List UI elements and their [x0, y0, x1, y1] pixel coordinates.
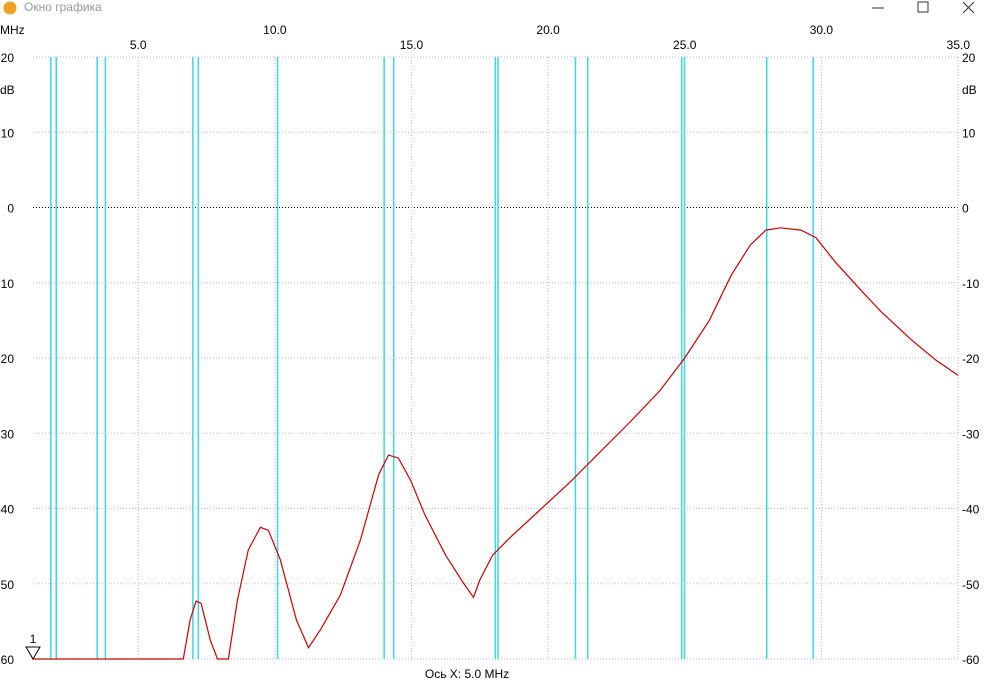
y-tick-label: -30	[0, 427, 14, 441]
y-tick-label: -40	[0, 503, 14, 517]
y-unit-left: dB	[0, 83, 15, 97]
y-tick-label: 10	[1, 126, 15, 140]
y-tick-label: 10	[962, 126, 976, 140]
y-tick-label: -20	[962, 352, 980, 366]
x-tick-label: 35.0	[947, 38, 971, 52]
y-tick-label: -10	[0, 277, 14, 291]
y-tick-label: 0	[962, 202, 969, 216]
window-title: Окно графика	[24, 0, 102, 14]
x-tick-label: 20.0	[536, 23, 560, 37]
title-bar	[0, 0, 987, 16]
app-icon	[3, 1, 17, 15]
y-tick-label: 0	[7, 202, 14, 216]
x-axis-note: Ось X: 5.0 MHz	[425, 667, 509, 681]
x-tick-label: 10.0	[263, 23, 287, 37]
marker-label: 1	[30, 632, 37, 646]
marker-triangle	[25, 646, 41, 660]
y-tick-label: 20	[1, 51, 15, 65]
y-tick-label: -50	[962, 578, 980, 592]
x-tick-label: 30.0	[810, 23, 834, 37]
y-tick-label: -10	[962, 277, 980, 291]
y-tick-label: -40	[962, 503, 980, 517]
x-tick-label: 15.0	[400, 38, 424, 52]
x-unit: MHz	[0, 23, 25, 37]
x-tick-label: 25.0	[673, 38, 697, 52]
y-tick-label: -20	[0, 352, 14, 366]
y-tick-label: -50	[0, 578, 14, 592]
plot: 20 20 10 10 0 0 -10 -10 -20 -20 -30 -30 -40 -40 -50 -50…	[0, 23, 980, 667]
y-tick-label: -60	[0, 653, 14, 667]
y-tick-label: -60	[962, 653, 980, 667]
y-unit-right: dB	[962, 83, 977, 97]
y-tick-label: 20	[962, 51, 976, 65]
maximize-button[interactable]	[917, 1, 929, 13]
close-button[interactable]	[962, 1, 975, 14]
x-tick-label: 5.0	[130, 38, 147, 52]
trace	[33, 227, 959, 660]
y-tick-label: -30	[962, 427, 980, 441]
